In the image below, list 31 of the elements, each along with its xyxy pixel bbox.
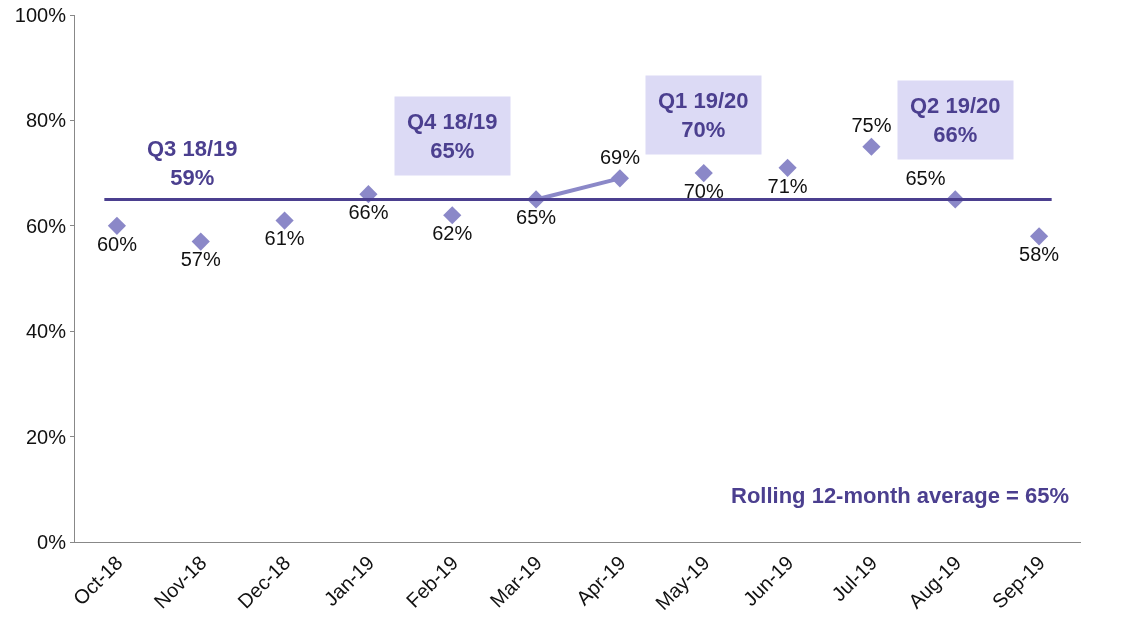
annotation: Q2 19/20 66% bbox=[910, 93, 1001, 147]
point bbox=[862, 137, 881, 156]
y-tick-label: 60% bbox=[25, 214, 67, 237]
y-tick-label: 20% bbox=[25, 425, 67, 448]
data-label: 71% bbox=[767, 174, 808, 197]
ref-line-label: Rolling 12-month average = 65% bbox=[731, 483, 1070, 508]
point bbox=[694, 164, 713, 183]
point bbox=[778, 158, 797, 177]
point bbox=[275, 211, 294, 230]
y-tick-label: 100% bbox=[14, 4, 67, 26]
point bbox=[191, 232, 210, 251]
y-tick-label: 80% bbox=[25, 109, 67, 132]
data-label: 75% bbox=[851, 114, 892, 136]
annotation: Q1 19/20 70% bbox=[658, 88, 749, 142]
annotation: Q4 18/19 65% bbox=[407, 109, 498, 163]
data-label: 58% bbox=[1019, 243, 1060, 266]
y-tick-label: 40% bbox=[25, 320, 67, 343]
data-label: 66% bbox=[348, 200, 389, 223]
point bbox=[1029, 227, 1049, 246]
data-label: 60% bbox=[96, 232, 138, 255]
annotation: Q3 18/19 59% bbox=[147, 136, 238, 190]
data-label: 65% bbox=[905, 166, 946, 189]
data-label: 62% bbox=[432, 222, 473, 245]
data-label: 61% bbox=[264, 227, 305, 250]
data-label: 65% bbox=[516, 206, 557, 229]
data-label: 57% bbox=[180, 248, 221, 271]
point bbox=[107, 216, 127, 235]
y-tick-label: 0% bbox=[37, 531, 67, 553]
data-label: 69% bbox=[599, 145, 641, 168]
point bbox=[443, 206, 462, 225]
data-label: 70% bbox=[683, 179, 724, 202]
